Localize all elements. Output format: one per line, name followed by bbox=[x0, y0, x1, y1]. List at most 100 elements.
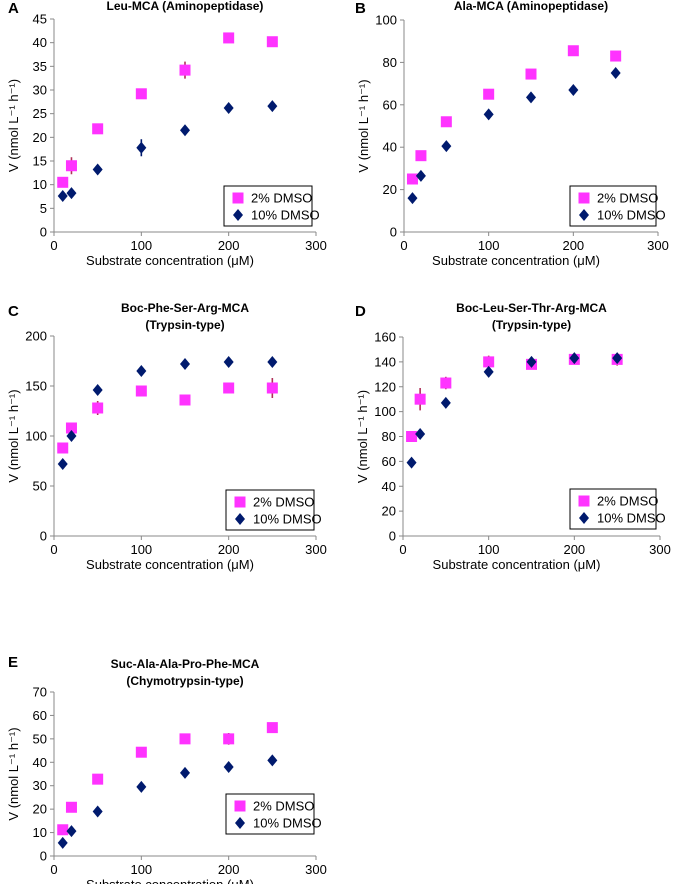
y-tick-label: 20 bbox=[382, 504, 396, 519]
y-tick-label: 160 bbox=[374, 330, 396, 345]
data-point-2pct bbox=[415, 150, 427, 162]
chart-title: Suc-Ala-Ala-Pro-Phe-MCA bbox=[111, 657, 260, 671]
panel-letter: A bbox=[8, 0, 19, 17]
data-point-2pct bbox=[135, 385, 147, 397]
y-tick-label: 0 bbox=[40, 225, 47, 240]
data-point-2pct bbox=[440, 377, 452, 389]
data-point-10pct bbox=[612, 352, 623, 365]
y-tick-label: 0 bbox=[390, 225, 397, 240]
panel-letter: B bbox=[355, 0, 366, 17]
data-point-10pct bbox=[267, 100, 278, 113]
data-point-2pct bbox=[266, 722, 278, 734]
legend-marker-10pct bbox=[233, 209, 243, 221]
data-point-10pct bbox=[66, 825, 77, 838]
x-tick-label: 200 bbox=[218, 862, 240, 877]
data-point-10pct bbox=[526, 355, 537, 368]
data-point-2pct bbox=[406, 173, 418, 185]
data-point-2pct bbox=[179, 733, 191, 745]
data-point-10pct bbox=[223, 760, 234, 773]
data-point-10pct bbox=[568, 83, 579, 96]
data-point-2pct bbox=[266, 36, 278, 48]
data-point-10pct bbox=[180, 766, 190, 779]
x-axis-label: Substrate concentration (μM) bbox=[86, 877, 254, 884]
data-point-2pct bbox=[65, 422, 77, 434]
y-axis-label: V (nmol L⁻¹ h⁻¹) bbox=[6, 79, 21, 172]
y-tick-label: 100 bbox=[375, 13, 397, 28]
legend-label: 10% DMSO bbox=[251, 208, 320, 223]
y-axis-label: V (nmol L⁻¹ h⁻¹) bbox=[355, 390, 370, 483]
x-tick-label: 0 bbox=[50, 862, 57, 877]
x-tick-label: 300 bbox=[305, 542, 327, 557]
chart-panel-a: A Leu-MCA (Aminopeptidase) 0 5 10 15 20 25 30 35 4… bbox=[6, 0, 327, 268]
data-point-2pct bbox=[567, 45, 579, 57]
data-point-2pct bbox=[135, 88, 147, 100]
x-tick-label: 200 bbox=[563, 542, 585, 557]
y-tick-label: 20 bbox=[33, 130, 47, 145]
data-point-10pct bbox=[66, 430, 77, 442]
chart-title: (Chymotrypsin-type) bbox=[126, 674, 243, 688]
x-tick-label: 0 bbox=[400, 238, 407, 253]
data-point-2pct bbox=[92, 773, 104, 785]
y-tick-label: 50 bbox=[33, 731, 47, 746]
y-tick-label: 60 bbox=[383, 97, 397, 112]
x-tick-label: 100 bbox=[130, 238, 152, 253]
data-point-10pct bbox=[92, 384, 103, 396]
y-axis-label: V (nmol L⁻¹ h⁻¹) bbox=[6, 389, 21, 482]
x-tick-label: 0 bbox=[50, 542, 57, 557]
y-tick-label: 60 bbox=[382, 454, 396, 469]
y-tick-label: 120 bbox=[374, 379, 396, 394]
x-tick-label: 200 bbox=[218, 542, 240, 557]
x-axis-label: Substrate concentration (μM) bbox=[86, 253, 254, 268]
data-point-2pct bbox=[414, 393, 426, 405]
legend-label: 2% DMSO bbox=[597, 494, 658, 509]
data-point-10pct bbox=[66, 187, 77, 200]
data-point-2pct bbox=[92, 402, 104, 414]
data-point-10pct bbox=[92, 163, 103, 176]
legend: 2% DMSO 10% DMSO bbox=[225, 489, 322, 531]
data-point-10pct bbox=[136, 365, 147, 377]
y-tick-label: 140 bbox=[374, 354, 396, 369]
data-point-10pct bbox=[223, 101, 234, 114]
legend-marker-2pct bbox=[578, 495, 590, 507]
legend-label: 2% DMSO bbox=[253, 799, 314, 814]
y-tick-label: 40 bbox=[383, 140, 397, 155]
panel-letter: C bbox=[8, 303, 19, 320]
legend-label: 10% DMSO bbox=[253, 816, 322, 831]
legend-marker-2pct bbox=[234, 800, 246, 812]
legend: 2% DMSO 10% DMSO bbox=[223, 185, 320, 227]
data-point-10pct bbox=[406, 456, 417, 469]
data-point-10pct bbox=[415, 169, 426, 182]
data-point-2pct bbox=[223, 733, 235, 745]
data-point-10pct bbox=[57, 836, 68, 849]
legend: 2% DMSO 10% DMSO bbox=[569, 185, 666, 227]
x-tick-label: 100 bbox=[478, 238, 500, 253]
legend-marker-10pct bbox=[579, 512, 589, 524]
x-tick-label: 300 bbox=[305, 238, 327, 253]
x-tick-label: 300 bbox=[649, 542, 671, 557]
legend-marker-2pct bbox=[234, 496, 246, 508]
data-point-10pct bbox=[407, 192, 418, 205]
chart-panel-b: B Ala-MCA (Aminopeptidase) 0 20 40 60 80 100 0 10… bbox=[355, 0, 669, 268]
y-axis-label: V (nmol L⁻¹ h⁻¹) bbox=[6, 727, 21, 820]
x-tick-label: 200 bbox=[218, 238, 240, 253]
data-point-2pct bbox=[610, 50, 622, 62]
chart-panel-e: E Suc-Ala-Ala-Pro-Phe-MCA (Chymotrypsin-ty… bbox=[6, 654, 327, 884]
data-point-10pct bbox=[440, 396, 451, 409]
data-point-2pct bbox=[57, 442, 69, 454]
legend-label: 10% DMSO bbox=[253, 512, 322, 527]
y-tick-label: 100 bbox=[374, 404, 396, 419]
x-tick-label: 300 bbox=[647, 238, 669, 253]
data-point-10pct bbox=[483, 108, 494, 121]
y-tick-label: 200 bbox=[25, 329, 47, 344]
data-point-10pct bbox=[267, 356, 278, 368]
y-tick-label: 0 bbox=[389, 529, 396, 544]
y-tick-label: 0 bbox=[40, 529, 47, 544]
y-tick-label: 0 bbox=[40, 849, 47, 864]
data-point-10pct bbox=[92, 805, 103, 818]
data-point-10pct bbox=[180, 124, 190, 137]
y-tick-label: 30 bbox=[33, 778, 47, 793]
chart-panel-c: C Boc-Phe-Ser-Arg-MCA (Trypsin-type) 0 50 100… bbox=[6, 301, 327, 572]
data-point-2pct bbox=[525, 68, 537, 80]
y-tick-label: 80 bbox=[382, 429, 396, 444]
y-tick-label: 80 bbox=[383, 55, 397, 70]
